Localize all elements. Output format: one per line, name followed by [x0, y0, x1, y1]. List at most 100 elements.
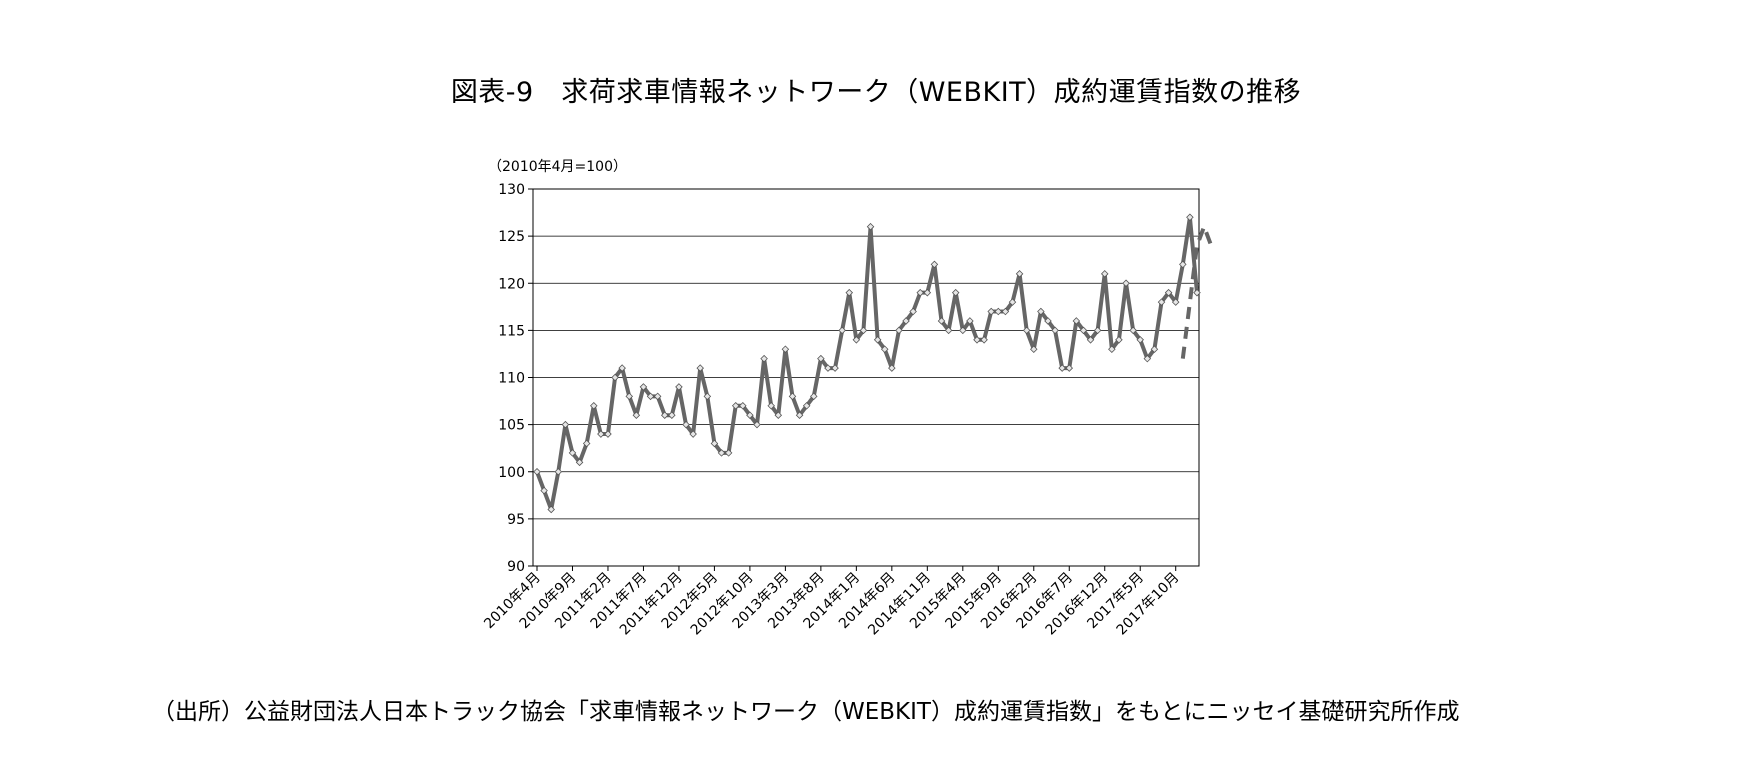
data-point: [1171, 298, 1180, 306]
data-point: [1150, 345, 1159, 353]
data-point: [1030, 345, 1038, 353]
data-point: [1051, 326, 1059, 335]
x-axis: 2010年4月2010年9月2011年2月2011年7月2011年12月2012…: [481, 566, 1183, 639]
data-point: [1015, 270, 1024, 278]
data-point: [760, 354, 768, 363]
series-group: [533, 213, 1214, 514]
data-point: [554, 467, 563, 476]
data-point: [1164, 288, 1173, 297]
data-point: [1022, 326, 1031, 335]
data-point: [575, 458, 584, 467]
x-tick-label: 2017年10月: [1114, 570, 1183, 639]
data-point: [1100, 270, 1109, 278]
data-point: [1143, 354, 1152, 363]
data-point: [1108, 345, 1116, 353]
data-point: [604, 430, 612, 438]
data-point: [788, 392, 797, 401]
data-point: [944, 326, 953, 335]
data-point: [916, 288, 924, 297]
data-point: [618, 364, 626, 372]
y-axis: 90 95 100 105 110 115 120 125 130: [498, 182, 533, 575]
data-point: [568, 449, 577, 457]
chart-title: 図表-9 求荷求車情報ネットワーク（WEBKIT）成約運賃指数の推移: [450, 77, 1302, 108]
data-point: [873, 336, 882, 344]
data-point: [582, 439, 591, 448]
data-point: [866, 222, 875, 231]
data-point: [625, 392, 634, 401]
data-point: [852, 336, 861, 344]
data-point: [888, 364, 896, 372]
series-line-0: [535, 215, 1199, 512]
y-tick-label: 105: [498, 418, 525, 434]
data-point: [959, 326, 967, 335]
data-point: [1186, 213, 1194, 222]
data-point: [767, 402, 775, 410]
data-point: [1136, 336, 1144, 344]
y-tick-label: 100: [498, 465, 525, 481]
data-point: [930, 260, 939, 269]
data-point: [1001, 307, 1010, 316]
data-point: [703, 392, 712, 401]
data-point: [994, 307, 1003, 316]
data-point: [1044, 317, 1052, 325]
data-point: [1115, 336, 1123, 344]
line-chart: （2010年4月=100） 9095100105110115120125130 …: [481, 159, 1214, 639]
data-point: [561, 420, 570, 429]
data-point: [1193, 288, 1201, 297]
data-point: [902, 317, 910, 325]
y-tick-label: 125: [498, 229, 525, 245]
series-line-1: [1180, 224, 1214, 359]
data-point: [682, 420, 690, 429]
data-point: [923, 288, 932, 297]
data-point: [1129, 326, 1137, 335]
data-point: [1179, 260, 1187, 269]
data-point: [1122, 279, 1130, 288]
data-point: [660, 411, 669, 419]
data-point: [746, 411, 754, 419]
data-point: [668, 411, 676, 419]
data-point: [597, 430, 605, 438]
data-point: [831, 364, 839, 372]
data-point: [895, 326, 903, 335]
data-point: [1157, 298, 1166, 306]
data-point: [817, 354, 825, 363]
data-point: [724, 449, 733, 457]
source-note: （出所）公益財団法人日本トラック協会「求車情報ネットワーク（WEBKIT）成約運…: [152, 699, 1460, 725]
data-point: [795, 411, 804, 419]
data-point: [880, 345, 889, 353]
data-point: [1065, 364, 1074, 372]
data-point: [1037, 307, 1045, 316]
data-point: [973, 336, 981, 344]
data-point: [980, 336, 988, 344]
data-point: [717, 449, 726, 457]
data-point: [987, 307, 995, 316]
y-tick-label: 110: [498, 371, 525, 387]
data-point: [824, 364, 832, 372]
data-point: [590, 402, 598, 410]
y-tick-label: 130: [498, 182, 525, 198]
data-point: [632, 411, 641, 419]
data-point: [951, 288, 960, 297]
data-point: [774, 411, 783, 419]
y-tick-label: 115: [498, 323, 525, 339]
data-point: [1058, 364, 1066, 372]
data-point: [1008, 298, 1017, 306]
data-point: [696, 364, 704, 372]
data-point: [1072, 317, 1081, 325]
data-point: [859, 326, 868, 335]
y-tick-label: 90: [507, 559, 525, 575]
y-tick-label: 95: [507, 512, 525, 528]
data-point: [753, 420, 761, 429]
data-point: [1093, 326, 1102, 335]
unit-label: （2010年4月=100）: [488, 159, 627, 175]
data-point: [1079, 326, 1088, 335]
data-point: [540, 486, 548, 495]
data-point: [710, 439, 719, 448]
data-point: [802, 402, 811, 410]
data-point: [838, 326, 846, 335]
data-point: [689, 430, 697, 438]
data-point: [909, 307, 917, 316]
data-point: [639, 383, 648, 391]
y-tick-label: 120: [498, 276, 525, 292]
data-point: [653, 392, 662, 401]
